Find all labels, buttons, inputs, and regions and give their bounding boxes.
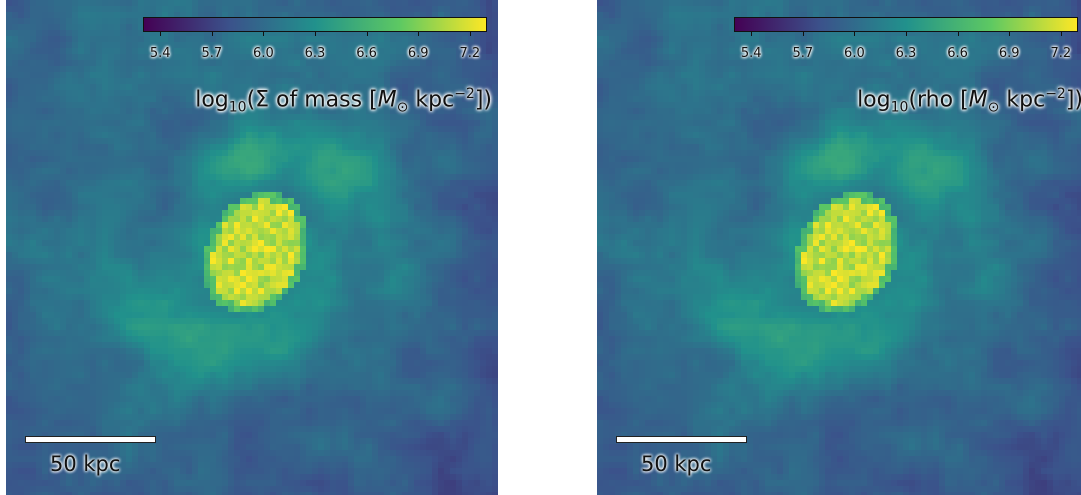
colorbar-tick-mark: [211, 32, 213, 36]
colorbar-tick-label: 6.9: [407, 46, 429, 61]
density-map: [597, 0, 1081, 495]
colorbar-tick-mark: [802, 32, 804, 36]
colorbar-tick-mark: [366, 32, 368, 36]
colorbar-tick-label: 6.6: [356, 46, 377, 61]
colorbar-tick-label: 7.2: [459, 46, 481, 61]
scale-bar-label: 50 kpc: [641, 452, 712, 476]
colorbar: [143, 17, 487, 32]
colorbar-tick-mark: [469, 32, 471, 36]
colorbar-tick-label: 5.4: [740, 46, 762, 61]
scale-bar-label: 50 kpc: [50, 452, 121, 476]
colorbar-label: log10(rho [M⊙ kpc−2]): [857, 86, 1081, 116]
colorbar-tick-mark: [160, 32, 162, 36]
colorbar-tick-label: 5.7: [792, 46, 814, 61]
colorbar-label: log10(Σ of mass [M⊙ kpc−2]): [195, 86, 492, 116]
scale-bar: [25, 436, 156, 443]
colorbar-tick-label: 6.3: [895, 46, 917, 61]
colorbar-tick-mark: [1009, 32, 1011, 36]
colorbar-tick-label: 7.2: [1050, 46, 1072, 61]
colorbar-tick-mark: [263, 32, 265, 36]
colorbar-tick-label: 5.4: [149, 46, 171, 61]
colorbar-tick-mark: [957, 32, 959, 36]
map-panel-right: 5.4 5.7 6.0 6.3 6.6 6.9 7.2 log10(rho [M…: [597, 0, 1081, 495]
colorbar-ticks: 5.4 5.7 6.0 6.3 6.6 6.9 7.2: [734, 46, 1078, 66]
colorbar-tick-mark: [854, 32, 856, 36]
colorbar-tick-mark: [418, 32, 420, 36]
colorbar: [734, 17, 1078, 32]
surface-density-map: [6, 0, 498, 495]
colorbar-ticks: 5.4 5.7 6.0 6.3 6.6 6.9 7.2: [143, 46, 487, 66]
map-panel-left: 5.4 5.7 6.0 6.3 6.6 6.9 7.2 log10(Σ of m…: [6, 0, 498, 495]
scale-bar: [616, 436, 747, 443]
colorbar-tick-label: 6.6: [947, 46, 968, 61]
colorbar-tick-label: 5.7: [201, 46, 223, 61]
colorbar-tick-label: 6.0: [253, 46, 274, 61]
colorbar-tick-mark: [751, 32, 753, 36]
colorbar-tick-mark: [315, 32, 316, 36]
colorbar-tick-label: 6.3: [304, 46, 326, 61]
colorbar-tick-mark: [1060, 32, 1062, 36]
colorbar-tick-mark: [906, 32, 907, 36]
colorbar-tick-label: 6.0: [844, 46, 865, 61]
colorbar-tick-label: 6.9: [998, 46, 1020, 61]
